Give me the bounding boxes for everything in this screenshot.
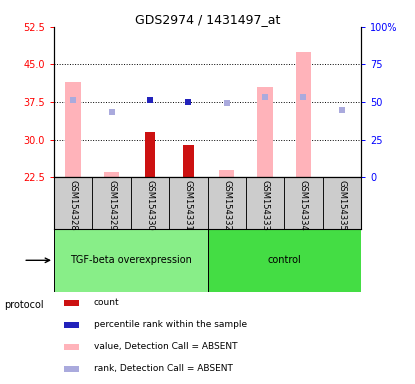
Text: GSM154330: GSM154330 (145, 180, 154, 230)
Text: GSM154331: GSM154331 (184, 180, 193, 230)
Text: TGF-beta overexpression: TGF-beta overexpression (70, 255, 192, 265)
Bar (219, 170, 234, 177)
Bar (208, 229, 361, 292)
Bar (64, 322, 79, 328)
Bar (284, 177, 323, 229)
Bar (54, 229, 208, 292)
Text: GSM154328: GSM154328 (68, 180, 78, 230)
Text: GSM154334: GSM154334 (299, 180, 308, 230)
Bar (183, 145, 194, 177)
Text: GSM154332: GSM154332 (222, 180, 231, 230)
Bar (93, 177, 131, 229)
Bar (257, 87, 273, 177)
Text: count: count (94, 298, 120, 307)
Bar (54, 177, 92, 229)
Text: control: control (267, 255, 301, 265)
Text: GSM154329: GSM154329 (107, 180, 116, 230)
Text: protocol: protocol (4, 300, 44, 310)
Bar (246, 177, 284, 229)
Bar (66, 82, 81, 177)
Bar (208, 177, 246, 229)
Text: percentile rank within the sample: percentile rank within the sample (94, 320, 247, 329)
Text: GSM154335: GSM154335 (337, 180, 347, 230)
Bar (169, 177, 208, 229)
Bar (64, 366, 79, 372)
Title: GDS2974 / 1431497_at: GDS2974 / 1431497_at (135, 13, 280, 26)
Bar (323, 177, 361, 229)
Text: GSM154333: GSM154333 (261, 180, 270, 231)
Bar (296, 52, 311, 177)
Bar (144, 132, 155, 177)
Bar (64, 344, 79, 350)
Text: value, Detection Call = ABSENT: value, Detection Call = ABSENT (94, 342, 237, 351)
Bar (131, 177, 169, 229)
Text: rank, Detection Call = ABSENT: rank, Detection Call = ABSENT (94, 364, 233, 373)
Bar (104, 172, 119, 177)
Bar (64, 300, 79, 306)
